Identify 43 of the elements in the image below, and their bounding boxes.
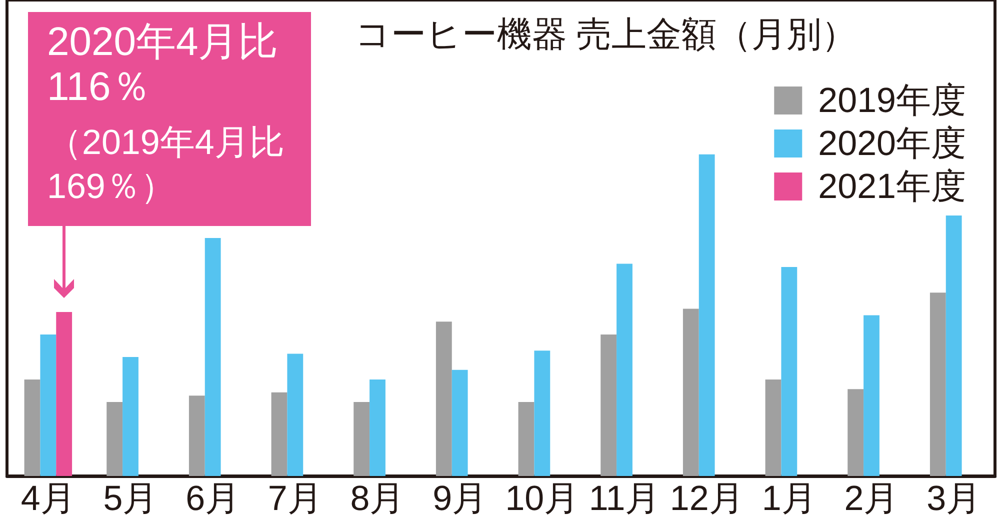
bar bbox=[600, 334, 617, 476]
bar bbox=[204, 238, 221, 476]
x-tick-label: 6月 bbox=[186, 479, 240, 518]
bar bbox=[106, 402, 123, 476]
x-tick-label: 1月 bbox=[762, 479, 816, 518]
x-tick-label: 2月 bbox=[844, 479, 899, 518]
bar bbox=[452, 370, 468, 476]
legend-label: 2019年度 bbox=[818, 81, 966, 120]
bar bbox=[946, 215, 962, 476]
bar bbox=[354, 402, 370, 476]
x-tick-label: 11月 bbox=[588, 479, 660, 518]
bar bbox=[24, 380, 40, 476]
bar bbox=[534, 350, 550, 476]
bar bbox=[287, 354, 304, 476]
bar bbox=[436, 322, 452, 476]
bar bbox=[56, 312, 72, 476]
bar bbox=[682, 308, 699, 476]
bar bbox=[518, 402, 534, 476]
x-tick-label: 12月 bbox=[670, 479, 744, 518]
bar bbox=[930, 292, 946, 476]
bar bbox=[698, 154, 715, 476]
bar bbox=[848, 389, 864, 476]
annotation: （2019年4月比169％） bbox=[47, 122, 286, 208]
bar bbox=[765, 380, 782, 476]
x-tick-label: 5月 bbox=[103, 479, 158, 518]
x-tick-label: 10月 bbox=[505, 479, 580, 518]
callout-box: 2020年4月比116％ （2019年4月比169％） bbox=[28, 12, 311, 226]
bar bbox=[370, 380, 386, 476]
bar bbox=[864, 315, 880, 476]
x-tick-label: 8月 bbox=[350, 479, 405, 518]
bar bbox=[188, 396, 205, 476]
bar bbox=[40, 334, 56, 476]
bar bbox=[781, 266, 798, 476]
x-tick-label: 9月 bbox=[432, 479, 488, 518]
legend-label: 2020年度 bbox=[818, 124, 966, 163]
x-tick-label: 7月 bbox=[268, 479, 322, 518]
x-tick-label: 3月 bbox=[926, 479, 982, 518]
bar bbox=[122, 357, 138, 476]
bar bbox=[616, 264, 632, 476]
bar bbox=[271, 392, 288, 476]
x-tick-label: 4月 bbox=[20, 479, 76, 518]
legend-label: 2021年度 bbox=[818, 167, 966, 206]
chart-title: コーヒー機器 売上金額（月別） bbox=[355, 15, 857, 54]
